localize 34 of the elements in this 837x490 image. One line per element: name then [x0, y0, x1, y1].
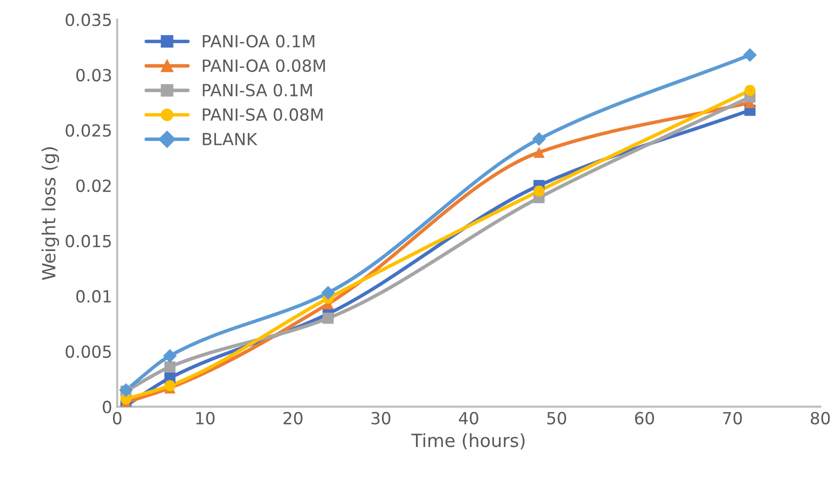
- legend-label: BLANK: [202, 132, 258, 146]
- x-axis-title: Time (hours): [411, 433, 525, 450]
- x-tick-label: 60: [635, 412, 654, 424]
- x-tick-label: 10: [196, 412, 215, 424]
- point: [533, 146, 545, 158]
- x-tick-label: 40: [458, 412, 478, 424]
- point: [163, 348, 177, 363]
- x-tick-label: 30: [372, 412, 390, 424]
- point: [164, 361, 176, 372]
- legend-label: PANI-SA 0.08M: [202, 108, 322, 121]
- x-tick-label: 70: [723, 412, 742, 424]
- legend-label: PANI-OA 0.08M: [202, 59, 325, 72]
- legend-label: PANI-OA 0.1M: [202, 34, 314, 48]
- y-tick-label: 0.01: [76, 290, 111, 303]
- y-tick-label: 0.005: [66, 345, 111, 358]
- y-tick-label: 0: [102, 400, 112, 414]
- y-tick-label: 0.03: [76, 68, 111, 82]
- legend-label: PANI-SA 0.1M: [202, 84, 312, 96]
- point: [119, 383, 133, 397]
- y-axis-title: Weight loss (g): [42, 147, 60, 280]
- point: [744, 84, 756, 96]
- x-tick-label: 20: [284, 412, 302, 424]
- point: [322, 312, 334, 324]
- point: [532, 132, 546, 146]
- point: [321, 286, 335, 300]
- y-tick-label: 0.025: [66, 124, 111, 137]
- y-tick-label: 0.02: [76, 179, 111, 192]
- y-tick-label: 0.015: [66, 234, 111, 248]
- point: [533, 185, 545, 197]
- x-tick-label: 80: [810, 412, 830, 424]
- x-tick-label: 50: [547, 412, 566, 424]
- x-tick-label: 0: [112, 412, 122, 424]
- point: [743, 48, 757, 62]
- y-tick-label: 0.035: [66, 14, 111, 26]
